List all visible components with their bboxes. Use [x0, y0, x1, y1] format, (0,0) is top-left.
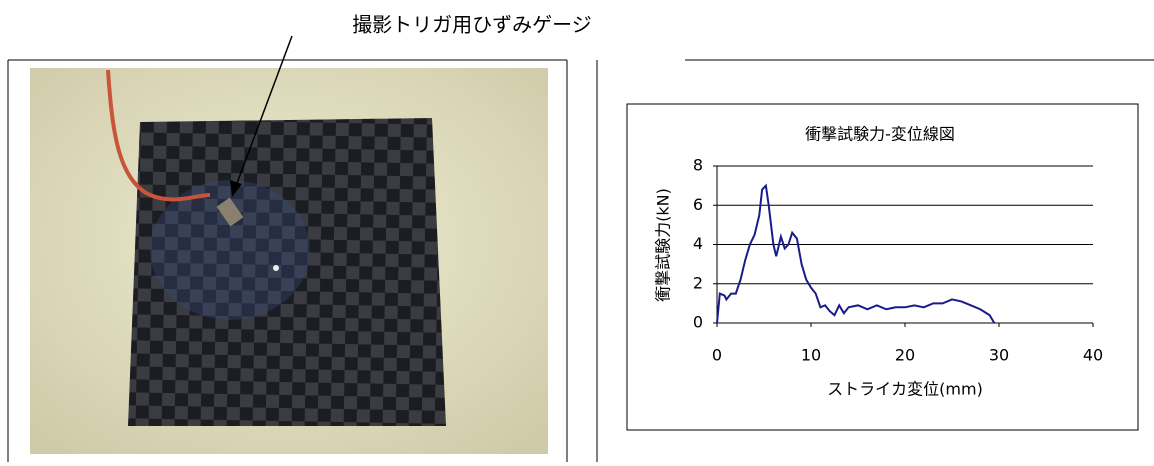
chart-title: 衝撃試験力-変位線図	[805, 125, 955, 144]
y-tick-label: 2	[693, 273, 703, 292]
y-tick-label: 4	[693, 234, 703, 253]
x-tick-label: 10	[801, 346, 821, 365]
x-tick-label: 40	[1083, 346, 1103, 365]
y-axis-label: 衝撃試験力(kN)	[654, 188, 673, 302]
annotation: 撮影トリガ用ひずみゲージ	[352, 13, 592, 37]
photo	[30, 68, 548, 454]
data-line	[716, 183, 996, 324]
x-tick-label: 0	[712, 346, 722, 365]
y-tick-label: 8	[693, 156, 703, 175]
x-tick-label: 20	[895, 346, 915, 365]
y-tick-label: 0	[693, 313, 703, 332]
leader-arrow	[230, 35, 293, 197]
y-tick-label: 6	[693, 195, 703, 214]
photo-frame	[7, 59, 568, 462]
chart-frame	[596, 59, 1154, 462]
x-axis-label: ストライカ変位(mm)	[827, 380, 983, 399]
x-tick-label: 30	[989, 346, 1009, 365]
